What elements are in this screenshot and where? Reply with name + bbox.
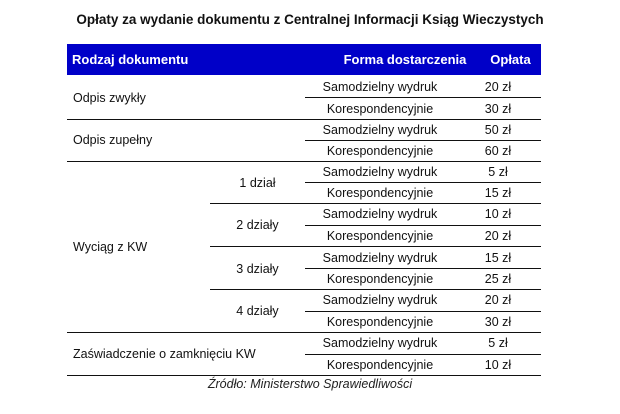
- oplata-cell: 30 zł: [484, 102, 512, 116]
- forma-cell: Samodzielny wydruk: [322, 293, 438, 307]
- forma-cell: Korespondencyjnie: [326, 186, 434, 200]
- oplata-cell: 20 zł: [484, 229, 512, 243]
- oplata-cell: 20 zł: [484, 293, 512, 307]
- row-label: Odpis zupełny: [73, 133, 153, 147]
- oplata-cell: 10 zł: [484, 207, 512, 221]
- table-header: Rodzaj dokumentu Forma dostarczenia Opła…: [67, 44, 541, 75]
- oplata-cell: 30 zł: [484, 315, 512, 329]
- oplata-cell: 10 zł: [484, 358, 512, 372]
- oplata-cell: 15 zł: [484, 251, 512, 265]
- source-note: Źródło: Ministerstwo Sprawiedliwości: [207, 377, 413, 391]
- divider: [210, 289, 541, 290]
- sub-label: 1 dział: [239, 176, 276, 190]
- forma-cell: Korespondencyjnie: [326, 102, 434, 116]
- sub-label: 2 działy: [236, 218, 279, 232]
- header-rodzaj: Rodzaj dokumentu: [72, 52, 189, 67]
- divider: [305, 354, 541, 355]
- divider: [210, 246, 541, 247]
- row-label: Wyciąg z KW: [73, 240, 148, 254]
- divider: [305, 311, 541, 312]
- table-title: Opłaty za wydanie dokumentu z Centralnej…: [76, 12, 544, 27]
- row-label: Odpis zwykły: [73, 91, 146, 105]
- header-forma: Forma dostarczenia: [343, 52, 467, 67]
- oplata-cell: 15 zł: [484, 186, 512, 200]
- oplata-cell: 60 zł: [484, 144, 512, 158]
- forma-cell: Samodzielny wydruk: [322, 336, 438, 350]
- divider: [210, 203, 541, 204]
- forma-cell: Korespondencyjnie: [326, 272, 434, 286]
- row-label: Zaświadczenie o zamknięciu KW: [73, 347, 256, 361]
- oplata-cell: 5 zł: [488, 165, 508, 179]
- oplata-cell: 20 zł: [484, 80, 512, 94]
- divider: [67, 119, 541, 120]
- header-oplata: Opłata: [490, 52, 531, 67]
- divider: [67, 332, 541, 333]
- forma-cell: Korespondencyjnie: [326, 144, 434, 158]
- forma-cell: Samodzielny wydruk: [322, 165, 438, 179]
- sub-label: 4 działy: [236, 304, 279, 318]
- forma-cell: Korespondencyjnie: [326, 315, 434, 329]
- forma-cell: Samodzielny wydruk: [322, 80, 438, 94]
- sub-label: 3 działy: [236, 262, 279, 276]
- divider: [305, 268, 541, 269]
- forma-cell: Korespondencyjnie: [326, 229, 434, 243]
- forma-cell: Samodzielny wydruk: [322, 251, 438, 265]
- forma-cell: Korespondencyjnie: [326, 358, 434, 372]
- divider: [305, 97, 541, 98]
- oplata-cell: 50 zł: [484, 123, 512, 137]
- forma-cell: Samodzielny wydruk: [322, 123, 438, 137]
- divider: [305, 225, 541, 226]
- divider: [67, 161, 541, 162]
- divider: [305, 182, 541, 183]
- divider: [305, 140, 541, 141]
- oplata-cell: 25 zł: [484, 272, 512, 286]
- divider: [67, 375, 541, 376]
- forma-cell: Samodzielny wydruk: [322, 207, 438, 221]
- oplata-cell: 5 zł: [488, 336, 508, 350]
